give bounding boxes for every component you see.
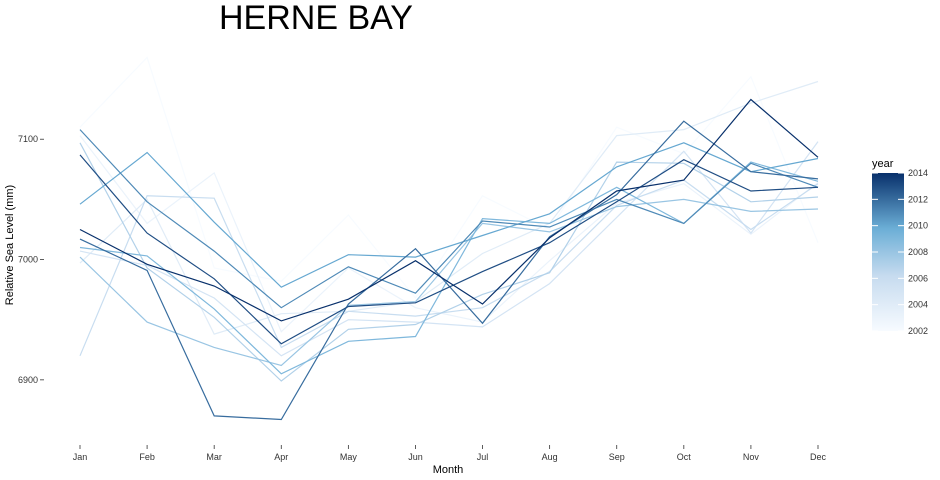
legend-tick-label: 2008 xyxy=(908,247,928,257)
plot-area xyxy=(79,56,819,421)
x-tick-label: Nov xyxy=(743,452,760,462)
series-line-2013 xyxy=(79,154,819,345)
legend-ticks: 2002 2004 2006 2008 2010 2012 2014 xyxy=(872,168,928,336)
x-tick-label: Feb xyxy=(139,452,155,462)
chart-title: HERNE BAY xyxy=(219,0,413,37)
series-line-2014 xyxy=(79,98,819,322)
series-line-2008 xyxy=(79,198,819,367)
series-line-2012 xyxy=(79,120,819,421)
legend-tick-label: 2006 xyxy=(908,273,928,283)
series-group xyxy=(79,56,819,421)
legend: year 2002 2004 2006 2008 2010 2012 2014 xyxy=(872,158,928,336)
x-tick-label: Mar xyxy=(206,452,222,462)
x-tick-label: Aug xyxy=(542,452,558,462)
series-line-2004 xyxy=(79,80,819,335)
x-tick-label: Dec xyxy=(810,452,827,462)
x-tick-label: Jul xyxy=(477,452,489,462)
x-tick-label: Apr xyxy=(274,452,288,462)
y-axis-label: Relative Sea Level (mm) xyxy=(4,185,16,305)
legend-title: year xyxy=(872,158,894,170)
x-tick-label: Jun xyxy=(408,452,423,462)
x-axis: Jan Feb Mar Apr May Jun Jul Aug Sep Oct Nov Dec xyxy=(73,445,827,462)
x-tick-label: Oct xyxy=(677,452,692,462)
legend-tick-label: 2010 xyxy=(908,221,928,231)
series-line-2006 xyxy=(79,179,819,357)
x-tick-label: May xyxy=(340,452,358,462)
y-tick-label: 7100 xyxy=(18,134,38,144)
series-line-2007 xyxy=(79,142,819,382)
x-tick-label: Jan xyxy=(73,452,88,462)
x-axis-label: Month xyxy=(433,464,464,476)
series-line-2003 xyxy=(79,135,819,333)
legend-tick-label: 2014 xyxy=(908,168,928,178)
x-tick-label: Sep xyxy=(609,452,625,462)
series-line-2010 xyxy=(79,142,819,288)
legend-tick-label: 2002 xyxy=(908,326,928,336)
y-tick-label: 7000 xyxy=(18,255,38,265)
series-line-2005 xyxy=(79,141,819,357)
legend-tick-label: 2004 xyxy=(908,300,928,310)
y-axis: 6900 7000 7100 xyxy=(18,134,44,385)
y-tick-label: 6900 xyxy=(18,375,38,385)
legend-tick-label: 2012 xyxy=(908,194,928,204)
series-line-2011 xyxy=(79,129,819,309)
